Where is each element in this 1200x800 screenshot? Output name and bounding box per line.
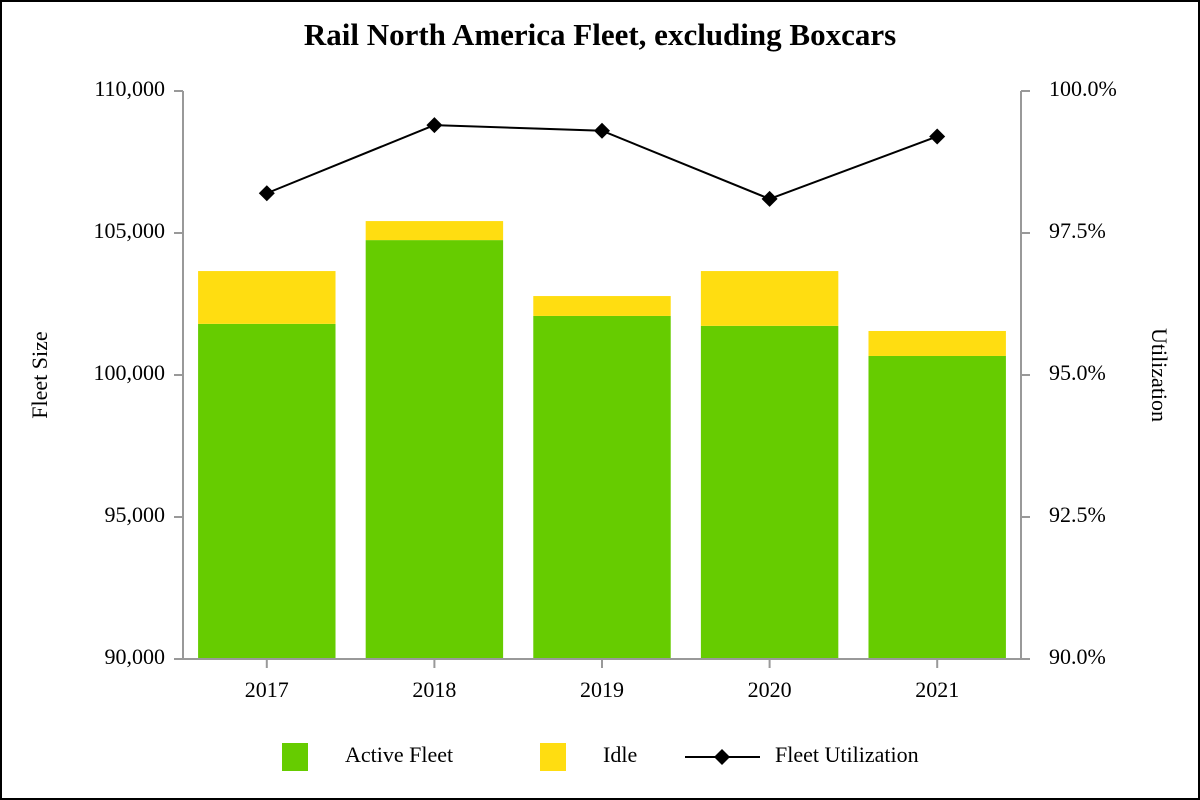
- marker: [761, 190, 778, 207]
- bar: [365, 240, 504, 659]
- marker: [258, 185, 275, 202]
- y2-tick-label: 95.0%: [1049, 360, 1106, 385]
- bar: [868, 330, 1006, 356]
- legend-swatch: [540, 743, 566, 771]
- y2-tick-label: 90.0%: [1049, 644, 1106, 669]
- bar: [700, 271, 839, 326]
- bar: [533, 315, 671, 659]
- marker: [594, 122, 610, 139]
- x-tick-label: 2021: [915, 677, 959, 702]
- y2-tick-label: 92.5%: [1049, 502, 1106, 527]
- bar: [700, 325, 839, 659]
- bar: [868, 355, 1006, 659]
- x-tick-label: 2017: [245, 677, 289, 702]
- y2-tick-label: 100.0%: [1049, 76, 1117, 101]
- y2-tick-label: 97.5%: [1049, 218, 1106, 243]
- bar: [533, 296, 671, 316]
- x-tick-label: 2020: [748, 677, 792, 702]
- y-tick-label: 90,000: [105, 644, 166, 669]
- y-axis-title: Fleet Size: [27, 331, 52, 418]
- y-tick-label: 100,000: [94, 360, 166, 385]
- y-tick-label: 95,000: [105, 502, 166, 527]
- legend-swatch: [282, 743, 308, 771]
- y-tick-label: 105,000: [94, 218, 166, 243]
- legend-label: Idle: [603, 742, 637, 767]
- chart-title: Rail North America Fleet, excluding Boxc…: [304, 17, 896, 52]
- marker: [426, 117, 443, 134]
- bar: [198, 271, 336, 324]
- legend-label: Fleet Utilization: [775, 742, 919, 767]
- legend-marker: [714, 749, 730, 765]
- x-tick-label: 2019: [580, 677, 624, 702]
- bar: [365, 221, 504, 241]
- y2-axis-title: Utilization: [1147, 328, 1172, 422]
- x-tick-label: 2018: [412, 677, 456, 702]
- bar: [198, 323, 336, 659]
- marker: [929, 128, 946, 145]
- y-tick-label: 110,000: [94, 76, 165, 101]
- legend-label: Active Fleet: [345, 742, 453, 767]
